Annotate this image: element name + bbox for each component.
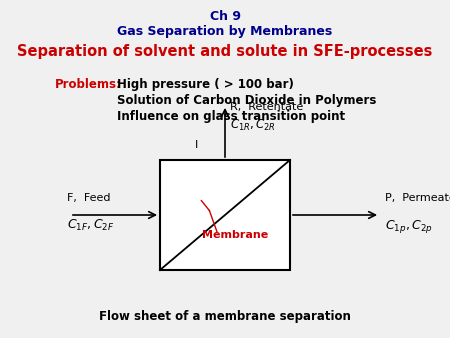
Text: Ch 9: Ch 9 (210, 10, 240, 23)
Text: R,  Retentate: R, Retentate (230, 102, 303, 112)
Text: Membrane: Membrane (202, 230, 268, 240)
Text: F,  Feed: F, Feed (67, 193, 111, 203)
Text: Influence on glass transition point: Influence on glass transition point (117, 110, 345, 123)
Text: I: I (195, 140, 198, 150)
Text: Problems:: Problems: (55, 78, 122, 91)
Text: $C_{1F},C_{2F}$: $C_{1F},C_{2F}$ (67, 218, 114, 233)
Text: Separation of solvent and solute in SFE-processes: Separation of solvent and solute in SFE-… (17, 44, 433, 59)
Bar (160, 160, 290, 270)
Text: $C_{1R}, C_{2R}$: $C_{1R}, C_{2R}$ (230, 118, 276, 133)
Text: P,  Permeate: P, Permeate (385, 193, 450, 203)
Text: Solution of Carbon Dioxide in Polymers: Solution of Carbon Dioxide in Polymers (117, 94, 376, 107)
Text: Flow sheet of a membrane separation: Flow sheet of a membrane separation (99, 310, 351, 323)
Text: High pressure ( > 100 bar): High pressure ( > 100 bar) (117, 78, 294, 91)
Text: $C_{1p}, C_{2p}$: $C_{1p}, C_{2p}$ (385, 218, 433, 235)
Text: Gas Separation by Membranes: Gas Separation by Membranes (117, 25, 333, 38)
